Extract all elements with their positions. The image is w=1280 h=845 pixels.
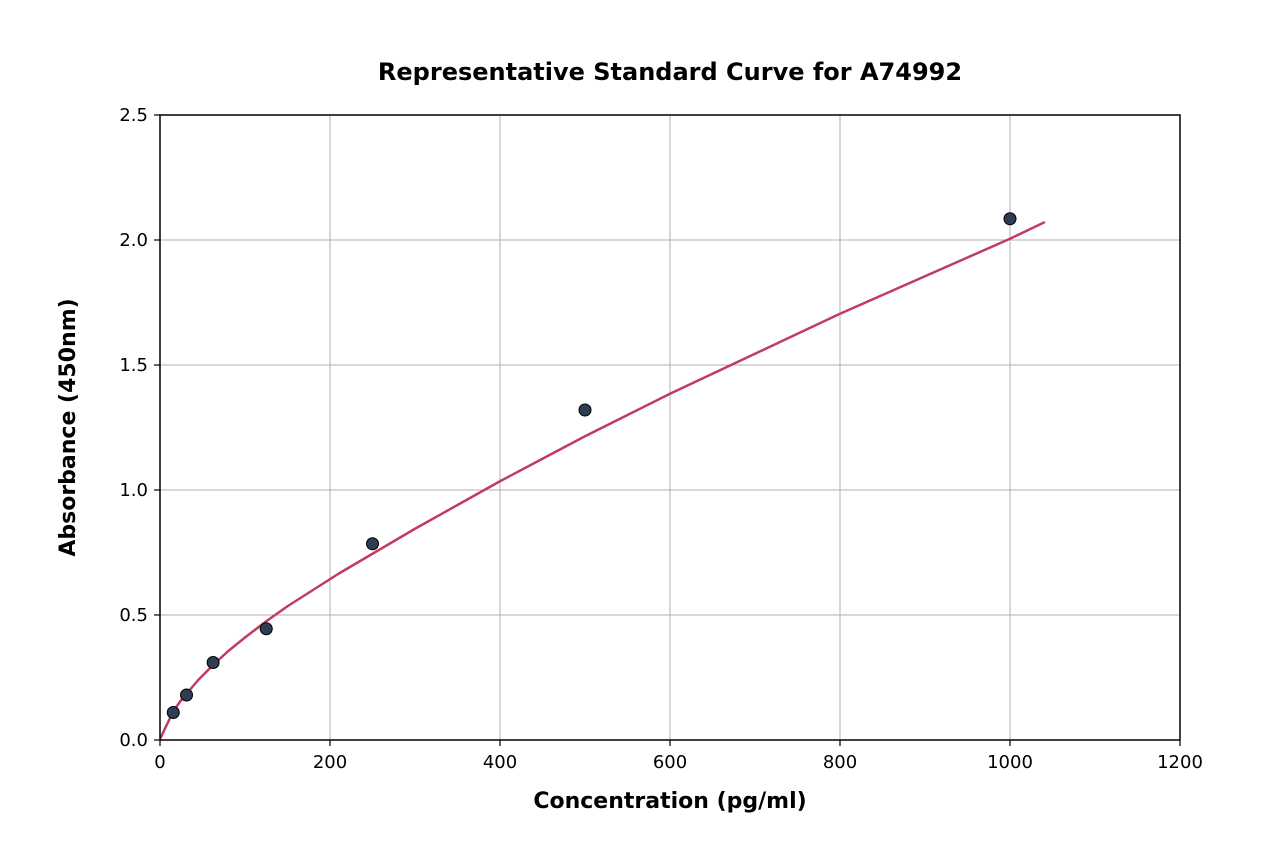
xtick-label: 800: [823, 752, 857, 773]
standard-curve-chart: 0 200 400 600 800 1000 1200 0.0 0.5 1.0 1.5 2.0 2.5 C…: [0, 0, 1280, 845]
ytick-label: 0.5: [119, 605, 148, 626]
data-point: [207, 657, 219, 669]
data-point: [367, 538, 379, 550]
ytick-label: 2.0: [119, 230, 148, 251]
ytick-label: 1.5: [119, 355, 148, 376]
xtick-label: 0: [154, 752, 165, 773]
data-point: [579, 404, 591, 416]
chart-container: 0 200 400 600 800 1000 1200 0.0 0.5 1.0 1.5 2.0 2.5 C…: [0, 0, 1280, 845]
y-axis-label: Absorbance (450nm): [56, 298, 81, 556]
xtick-label: 1000: [987, 752, 1033, 773]
ytick-label: 0.0: [119, 730, 148, 751]
data-point: [181, 689, 193, 701]
ytick-label: 1.0: [119, 480, 148, 501]
data-point: [1004, 213, 1016, 225]
chart-title: Representative Standard Curve for A74992: [378, 58, 962, 86]
data-point: [260, 623, 272, 635]
x-axis-label: Concentration (pg/ml): [533, 789, 806, 814]
data-point: [167, 707, 179, 719]
xtick-label: 400: [483, 752, 517, 773]
ytick-label: 2.5: [119, 105, 148, 126]
xtick-label: 600: [653, 752, 687, 773]
xtick-label: 200: [313, 752, 347, 773]
xtick-label: 1200: [1157, 752, 1203, 773]
